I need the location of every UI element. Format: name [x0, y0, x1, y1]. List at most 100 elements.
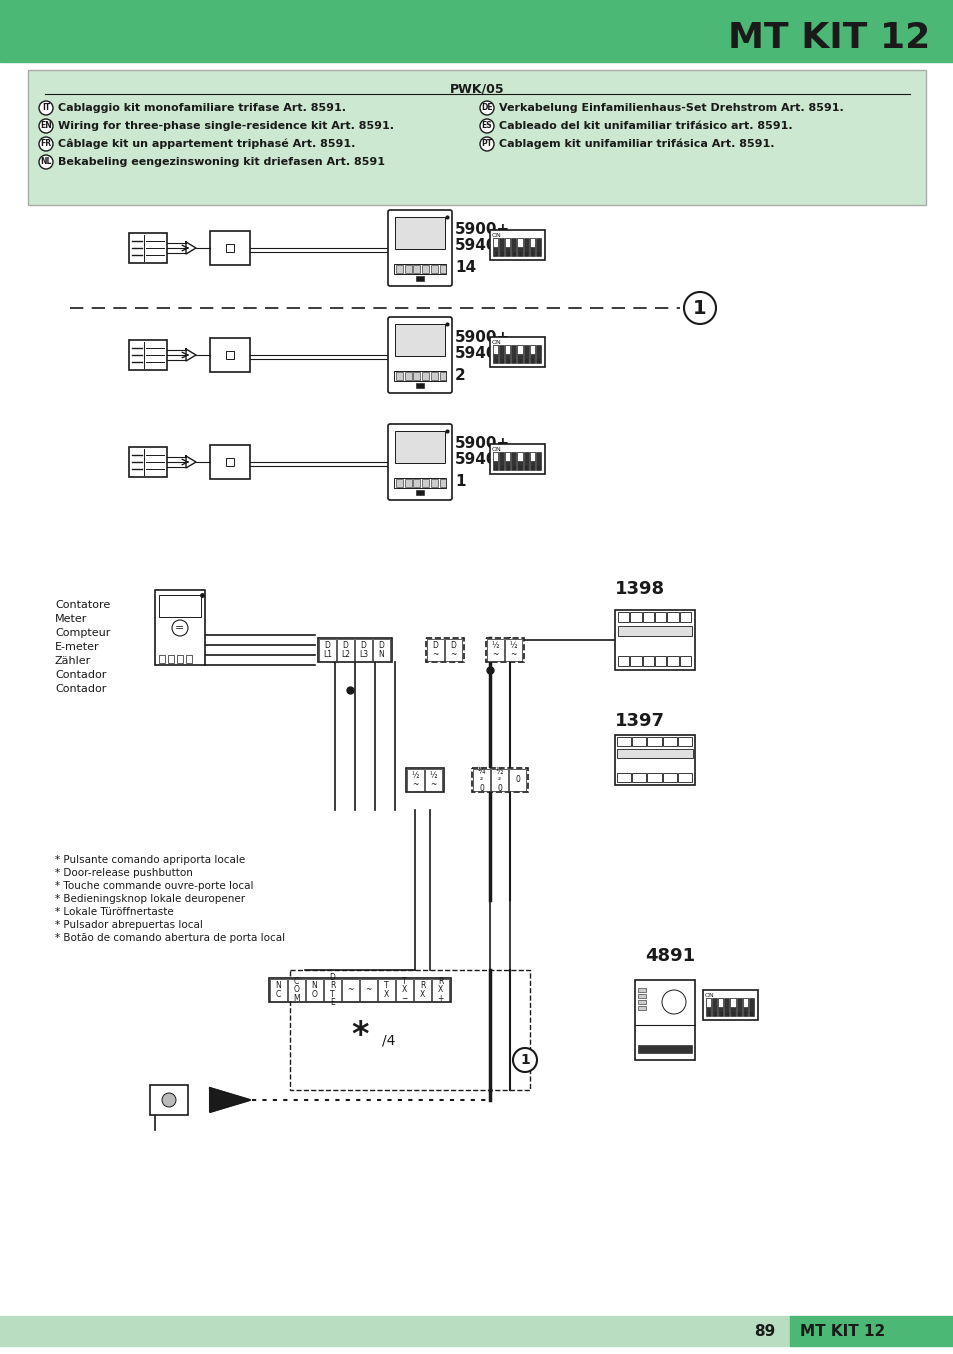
Text: 8: 8 [537, 466, 539, 471]
Bar [150, 1085, 188, 1114]
Text: 5940: 5940 [455, 345, 497, 360]
Bar [748, 998, 753, 1016]
Bar [377, 979, 395, 1001]
Text: * Bedieningsknop lokale deuropener: * Bedieningsknop lokale deuropener [55, 894, 245, 904]
Bar [395, 431, 444, 463]
Text: PWK/05: PWK/05 [449, 83, 504, 95]
Bar [395, 217, 444, 249]
Bar [270, 979, 287, 1001]
Text: 5: 5 [518, 252, 521, 257]
Bar [638, 994, 645, 998]
Bar [416, 383, 423, 389]
Bar [493, 345, 497, 353]
Text: 7: 7 [530, 359, 534, 364]
Text: IT: IT [42, 103, 51, 112]
Bar [431, 265, 437, 274]
Text: 6: 6 [737, 1011, 740, 1017]
Bar [485, 638, 523, 662]
Bar [406, 768, 443, 792]
Bar [0, 1316, 789, 1346]
Bar [395, 324, 444, 356]
Bar [288, 979, 305, 1001]
Bar [407, 769, 423, 791]
Bar [427, 639, 443, 661]
Text: Cablagem kit unifamiliar trifásica Art. 8591.: Cablagem kit unifamiliar trifásica Art. … [498, 138, 774, 149]
Text: 8: 8 [537, 359, 539, 364]
Text: * Door-release pushbutton: * Door-release pushbutton [55, 868, 193, 877]
Bar [667, 655, 678, 666]
Text: 5900+: 5900+ [455, 222, 510, 237]
Circle shape [162, 1093, 175, 1108]
Bar [529, 345, 535, 353]
Text: D
R
T
E: D R T E [329, 974, 335, 1007]
Bar [677, 773, 691, 783]
Text: D
L2: D L2 [340, 642, 350, 658]
Bar [491, 769, 507, 791]
Bar [493, 452, 497, 470]
Bar [413, 265, 420, 274]
Bar [395, 265, 402, 274]
Text: ½
²
0: ½ ² 0 [496, 768, 503, 793]
Bar [742, 998, 747, 1016]
Text: Zähler: Zähler [55, 655, 91, 666]
Bar [638, 1001, 645, 1005]
Bar [630, 612, 641, 621]
Bar [336, 639, 354, 661]
Bar [655, 612, 665, 621]
Bar [395, 979, 413, 1001]
Circle shape [479, 137, 494, 152]
Bar [529, 238, 535, 256]
Text: N
O: N O [312, 982, 317, 999]
Bar [394, 371, 446, 380]
Text: FR: FR [40, 139, 51, 149]
Text: *: * [351, 1018, 369, 1052]
Bar [432, 979, 449, 1001]
Bar [505, 238, 510, 246]
Text: 89: 89 [753, 1323, 774, 1339]
Bar [439, 479, 446, 487]
Text: 1: 1 [494, 359, 497, 364]
Text: * Lokale Türöffnertaste: * Lokale Türöffnertaste [55, 907, 173, 917]
Text: 3: 3 [506, 252, 509, 257]
Text: 5900+: 5900+ [455, 436, 510, 451]
Bar [504, 639, 521, 661]
Bar [154, 590, 205, 665]
Bar [618, 626, 691, 636]
Bar [226, 458, 233, 466]
Bar [509, 769, 525, 791]
Text: * Touche commande ouvre-porte local: * Touche commande ouvre-porte local [55, 881, 253, 891]
Text: ~: ~ [347, 986, 354, 994]
Text: /4: /4 [381, 1033, 395, 1047]
Circle shape [661, 990, 685, 1014]
Bar [290, 969, 530, 1090]
Text: Verkabelung Einfamilienhaus-Set Drehstrom Art. 8591.: Verkabelung Einfamilienhaus-Set Drehstro… [498, 103, 842, 112]
Text: D
L1: D L1 [323, 642, 332, 658]
Bar [210, 338, 250, 372]
Text: 1397: 1397 [615, 712, 664, 730]
Text: 6: 6 [524, 359, 527, 364]
Bar [306, 979, 323, 1001]
Text: ~: ~ [365, 986, 372, 994]
Bar [431, 479, 437, 487]
Circle shape [39, 119, 53, 133]
Text: 5940: 5940 [455, 238, 497, 253]
Bar [186, 655, 192, 663]
Bar [28, 70, 925, 204]
Text: 14: 14 [455, 260, 476, 275]
Bar [505, 238, 510, 256]
Bar [498, 452, 504, 470]
Circle shape [683, 292, 716, 324]
Text: PT: PT [481, 139, 492, 149]
Bar [431, 372, 437, 380]
Bar [617, 737, 631, 746]
Bar [618, 612, 629, 621]
Bar [662, 737, 676, 746]
Bar [679, 612, 690, 621]
Text: ON: ON [704, 992, 714, 998]
FancyBboxPatch shape [388, 317, 452, 393]
Bar [536, 238, 540, 256]
Text: ¾
²
0: ¾ ² 0 [477, 768, 485, 793]
Bar [226, 244, 233, 252]
Text: 3: 3 [506, 466, 509, 471]
Text: 1: 1 [519, 1053, 529, 1067]
